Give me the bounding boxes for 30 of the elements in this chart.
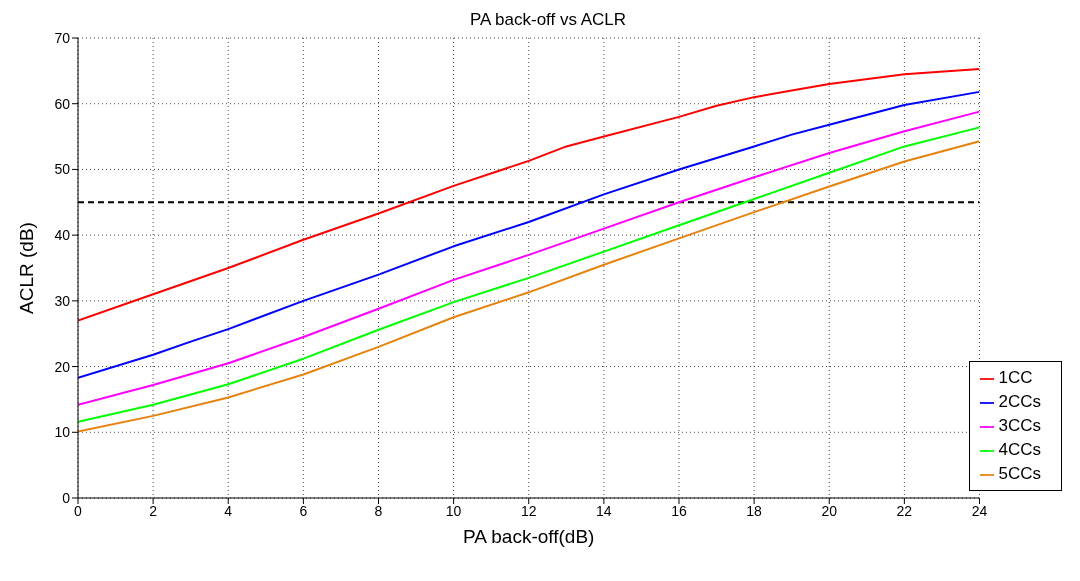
- legend-label: 1CC: [998, 368, 1033, 387]
- y-tick-label: 60: [54, 95, 71, 112]
- y-tick-label: 10: [54, 424, 71, 441]
- x-axis-title: PA back-off(dB): [463, 526, 595, 547]
- x-tick-label: 20: [821, 502, 838, 519]
- x-tick-label: 4: [224, 502, 233, 519]
- x-tick-label: 16: [671, 502, 687, 519]
- chart-title: PA back-off vs ACLR: [468, 10, 628, 30]
- x-tick-label: 0: [74, 502, 83, 519]
- x-tick-label: 6: [299, 502, 308, 519]
- line-series: [78, 67, 980, 322]
- y-tick-label: 50: [54, 161, 71, 178]
- y-tick-label: 70: [54, 29, 71, 46]
- x-tick-label: 22: [896, 502, 913, 519]
- x-tick-label: 24: [971, 502, 988, 519]
- legend-label: 2CCs: [998, 392, 1041, 411]
- legend-label: 3CCs: [998, 416, 1041, 435]
- y-tick-label: 0: [62, 489, 71, 506]
- y-tick-label: 40: [54, 227, 71, 244]
- x-tick-label: 12: [520, 502, 537, 519]
- x-tick-label: 10: [445, 502, 462, 519]
- legend-label: 4CCs: [998, 440, 1041, 459]
- y-tick-label: 20: [54, 358, 71, 375]
- x-tick-label: 18: [746, 502, 763, 519]
- x-tick-label: 2: [149, 502, 158, 519]
- legend-label: 5CCs: [998, 464, 1041, 483]
- x-tick-label: 14: [596, 502, 612, 519]
- y-axis-title: ACLR (dB): [15, 222, 37, 314]
- x-tick-label: 8: [374, 502, 383, 519]
- y-tick-label: 30: [54, 292, 71, 309]
